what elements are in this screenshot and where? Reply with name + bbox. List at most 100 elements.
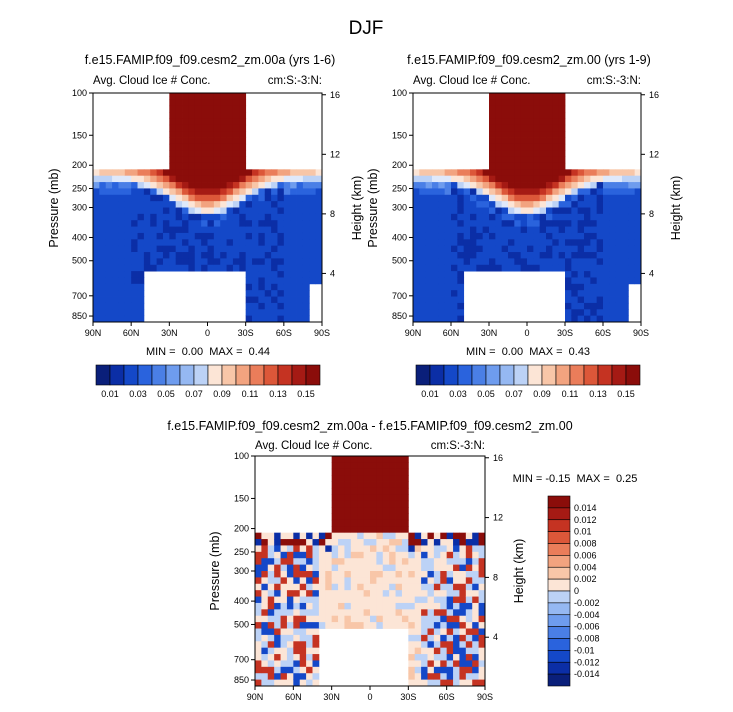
field-cell xyxy=(432,188,439,196)
field-cell xyxy=(302,201,310,208)
field-cell xyxy=(293,532,301,540)
field-cell xyxy=(533,175,541,183)
field-cell xyxy=(425,239,433,247)
colorbar-box xyxy=(527,364,543,386)
field-cell xyxy=(552,264,560,272)
field-cell xyxy=(459,532,467,540)
field-cell xyxy=(457,315,465,323)
field-cell xyxy=(252,309,259,317)
field-cell xyxy=(527,124,534,132)
field-cell xyxy=(590,182,598,189)
field-cell xyxy=(344,468,352,476)
field-cell xyxy=(508,105,515,113)
y-tick-label: 100 xyxy=(72,88,87,98)
field-cell xyxy=(226,162,234,170)
field-cell xyxy=(432,213,439,221)
field-cell xyxy=(634,201,642,208)
field-cell xyxy=(99,175,107,183)
field-cell xyxy=(478,641,486,649)
field-cell xyxy=(609,201,617,208)
field-cell xyxy=(350,519,358,527)
field-cell xyxy=(306,545,313,553)
field-cell xyxy=(325,571,333,578)
field-cell xyxy=(277,302,285,310)
field-cell xyxy=(124,175,132,183)
field-cell xyxy=(603,264,610,272)
field-cell xyxy=(232,264,240,272)
field-cell xyxy=(312,641,320,649)
field-cell xyxy=(584,182,591,189)
field-cell xyxy=(350,475,358,482)
field-cell xyxy=(274,679,281,687)
field-cell xyxy=(413,188,420,196)
field-cell xyxy=(338,462,345,470)
field-cell xyxy=(267,564,275,572)
field-cell xyxy=(489,245,496,253)
field-cell xyxy=(501,162,509,170)
field-cell xyxy=(514,201,522,208)
field-cell xyxy=(546,239,553,247)
field-cell xyxy=(338,500,345,508)
field-cell xyxy=(213,258,221,266)
field-cell xyxy=(357,545,365,553)
field-cell xyxy=(451,232,458,240)
field-cell xyxy=(245,271,253,278)
field-cell xyxy=(370,583,377,591)
field-cell xyxy=(245,226,253,234)
field-cell xyxy=(413,264,420,272)
field-cell xyxy=(344,590,352,597)
field-cell xyxy=(425,296,433,304)
field-cell xyxy=(150,182,158,189)
field-cell xyxy=(395,456,403,463)
field-cell xyxy=(419,271,427,278)
field-cell xyxy=(280,596,288,604)
field-cell xyxy=(408,634,416,642)
field-cell xyxy=(245,309,253,317)
y-right-tick-label: 12 xyxy=(493,513,503,523)
field-cell xyxy=(472,602,480,610)
field-cell xyxy=(552,131,560,138)
field-cell xyxy=(565,207,572,215)
field-cell xyxy=(261,596,269,604)
field-cell xyxy=(495,258,503,266)
field-cell xyxy=(577,271,585,278)
field-cell xyxy=(546,245,553,253)
field-cell xyxy=(283,175,291,183)
field-cell xyxy=(299,647,307,655)
field-cell xyxy=(105,201,113,208)
field-cell xyxy=(363,622,371,629)
field-cell xyxy=(232,201,240,208)
field-cell xyxy=(201,175,208,183)
field-cell xyxy=(615,283,623,291)
field-cell xyxy=(357,551,365,559)
field-cell xyxy=(382,551,390,559)
field-cell xyxy=(382,583,390,591)
field-cell xyxy=(470,226,477,234)
field-cell xyxy=(382,545,390,553)
field-cell xyxy=(453,558,460,566)
field-cell xyxy=(459,609,467,617)
field-cell xyxy=(634,182,642,189)
field-cell xyxy=(293,666,301,674)
field-cell xyxy=(357,564,365,572)
field-cell xyxy=(489,137,496,145)
field-cell xyxy=(453,539,460,546)
field-cell xyxy=(131,232,138,240)
field-cell xyxy=(93,226,100,234)
field-cell xyxy=(609,182,617,189)
field-cell xyxy=(220,112,227,119)
field-cell xyxy=(470,207,477,215)
field-cell xyxy=(463,258,471,266)
field-cell xyxy=(213,188,221,196)
field-cell xyxy=(105,207,113,215)
field-cell xyxy=(533,207,541,215)
panel-1-ylabel-right: Height (km) xyxy=(350,176,364,241)
colorbar-box xyxy=(429,364,445,386)
field-cell xyxy=(558,207,566,215)
field-cell xyxy=(459,602,467,610)
field-cell xyxy=(382,519,390,527)
field-cell xyxy=(527,239,534,247)
field-cell xyxy=(299,660,307,668)
field-cell xyxy=(93,283,100,291)
panel-1-field xyxy=(93,93,323,323)
